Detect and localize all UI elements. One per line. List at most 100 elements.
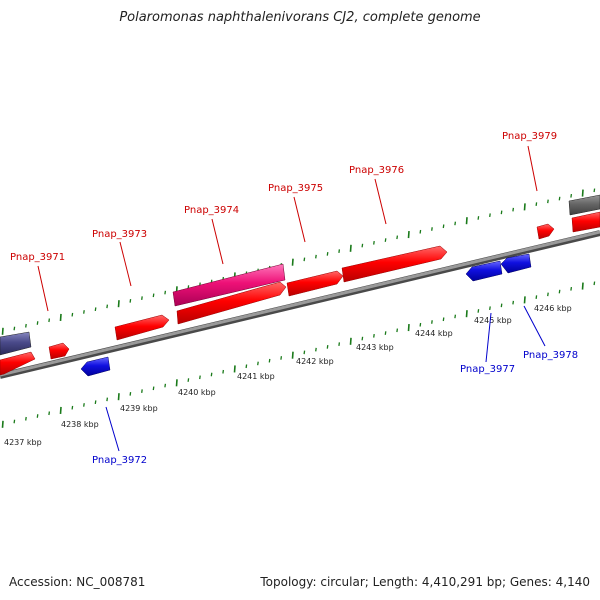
label-leaders <box>37 145 546 452</box>
gene-arrow-pnap3979[interactable] <box>536 223 555 240</box>
gene-label-pnap3975[interactable]: Pnap_3975 <box>268 183 323 194</box>
major-tick <box>175 379 178 387</box>
gene-arrow-pnap3976[interactable] <box>341 245 448 283</box>
major-tick <box>407 323 410 332</box>
gene-labels: Pnap_3971 Pnap_3973 Pnap_3974 Pnap_3975 … <box>10 131 578 466</box>
gene-label-pnap3974[interactable]: Pnap_3974 <box>184 205 239 216</box>
minor-tick <box>13 326 16 331</box>
minor-tick <box>431 227 433 231</box>
minor-tick <box>106 397 109 402</box>
minor-tick <box>48 318 51 323</box>
highlight-genes <box>172 194 600 307</box>
minor-tick <box>129 392 132 396</box>
minor-tick <box>222 369 225 374</box>
minor-tick <box>164 290 167 295</box>
gene-label-pnap3972[interactable]: Pnap_3972 <box>92 455 147 466</box>
gene-arrow-other-edge[interactable] <box>0 331 32 356</box>
gene-label-pnap3976[interactable]: Pnap_3976 <box>349 165 404 176</box>
kbp-label: 4243 kbp <box>356 343 394 352</box>
tick-row-upper <box>1 188 596 335</box>
kbp-label: 4244 kbp <box>415 329 453 338</box>
minor-tick <box>106 304 109 309</box>
gene-label-pnap3971[interactable]: Pnap_3971 <box>10 252 65 263</box>
minor-tick <box>361 336 364 341</box>
kbp-label: 4238 kbp <box>61 420 99 429</box>
minor-tick <box>442 224 445 229</box>
major-tick <box>1 420 4 428</box>
kbp-label: 4241 kbp <box>237 372 275 381</box>
minor-tick <box>373 240 375 245</box>
minor-tick <box>396 235 399 240</box>
major-tick <box>349 244 352 252</box>
minor-tick <box>25 416 27 421</box>
minor-tick <box>442 317 445 322</box>
minor-tick <box>489 213 491 218</box>
forward-genes <box>0 211 600 376</box>
gene-arrow-pnap3971[interactable] <box>48 342 70 360</box>
minor-tick <box>141 389 143 393</box>
gene-arrow-pnap3977[interactable] <box>465 260 503 282</box>
gene-arrow-pnap3974[interactable] <box>172 263 286 307</box>
minor-tick <box>141 296 143 300</box>
minor-tick <box>570 193 573 198</box>
gene-label-pnap3979[interactable]: Pnap_3979 <box>502 131 557 142</box>
kbp-label: 4245 kbp <box>474 316 512 325</box>
gene-arrow-fwd-edge-right[interactable] <box>571 211 600 233</box>
gene-arrow-fwd-edge[interactable] <box>0 351 36 376</box>
minor-tick <box>245 364 248 369</box>
minor-tick <box>593 281 596 286</box>
minor-tick <box>431 320 433 324</box>
minor-tick <box>384 331 387 335</box>
kbp-label: 4242 kbp <box>296 357 334 366</box>
gene-arrow-pnap3973[interactable] <box>114 314 170 341</box>
minor-tick <box>512 300 515 305</box>
minor-tick <box>71 312 74 317</box>
major-tick <box>291 351 294 359</box>
minor-tick <box>71 405 74 410</box>
minor-tick <box>315 254 317 259</box>
tick-row-lower <box>1 281 596 428</box>
minor-tick <box>419 322 422 327</box>
gene-arrow-pnap3975[interactable] <box>286 270 344 297</box>
minor-tick <box>280 356 283 360</box>
minor-tick <box>593 188 596 193</box>
kbp-label: 4239 kbp <box>120 404 158 413</box>
gene-arrow-pnap3978[interactable] <box>500 253 532 274</box>
minor-tick <box>152 293 155 298</box>
major-tick <box>59 406 62 415</box>
minor-tick <box>94 307 97 312</box>
minor-tick <box>558 289 561 294</box>
major-tick <box>523 296 526 304</box>
page-title: Polaromonas naphthalenivorans CJ2, compl… <box>119 10 481 25</box>
minor-tick <box>303 350 306 355</box>
minor-tick <box>326 345 329 349</box>
minor-tick <box>338 342 341 346</box>
major-tick <box>465 310 468 318</box>
kbp-label: 4240 kbp <box>178 388 216 397</box>
gene-arrow-pnap3974-lower[interactable] <box>176 281 287 325</box>
gene-label-pnap3973[interactable]: Pnap_3973 <box>92 229 147 240</box>
major-tick <box>581 189 584 197</box>
reverse-genes <box>80 253 532 377</box>
minor-tick <box>489 306 491 311</box>
minor-tick <box>373 333 375 338</box>
major-tick <box>291 258 294 266</box>
minor-tick <box>570 286 573 291</box>
gene-label-pnap3978[interactable]: Pnap_3978 <box>523 350 578 361</box>
minor-tick <box>83 310 85 314</box>
minor-tick <box>48 411 51 416</box>
gene-arrow-pnap3972[interactable] <box>80 356 111 377</box>
minor-tick <box>83 403 85 407</box>
major-tick <box>465 217 468 225</box>
gene-arrow-other-gray[interactable] <box>568 194 600 216</box>
minor-tick <box>547 292 549 297</box>
major-tick <box>523 203 526 211</box>
minor-tick <box>512 207 515 212</box>
minor-tick <box>338 249 341 253</box>
minor-tick <box>152 386 155 391</box>
minor-tick <box>187 378 190 382</box>
gene-label-pnap3977[interactable]: Pnap_3977 <box>460 364 515 375</box>
kbp-label: 4246 kbp <box>534 304 572 313</box>
minor-tick <box>210 372 213 377</box>
